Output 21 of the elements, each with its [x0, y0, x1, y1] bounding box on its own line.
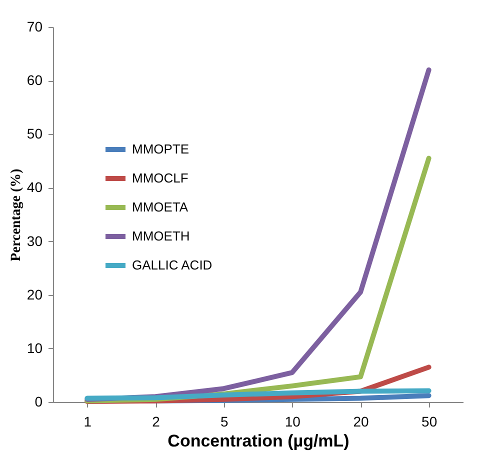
x-tick-label: 20	[353, 414, 369, 430]
y-axis-title: Percentage (%)	[8, 168, 24, 262]
x-tick-label: 1	[84, 414, 92, 430]
legend-label: MMOCLF	[132, 170, 188, 186]
x-tick-label: 10	[284, 414, 301, 430]
y-tick-label: 20	[26, 286, 43, 302]
x-tick-label: 50	[422, 414, 438, 430]
legend-label: MMOETA	[132, 200, 188, 214]
legend-label: MMOPTE	[132, 142, 190, 156]
y-tick-label: 70	[26, 18, 43, 34]
y-tick-label: 0	[34, 394, 43, 410]
x-axis-title: Concentration (µg/mL)	[168, 432, 350, 450]
y-tick-label: 60	[26, 72, 43, 88]
legend-label: GALLIC ACID	[132, 258, 212, 272]
legend-label: MMOETH	[132, 228, 190, 244]
y-tick-label: 10	[26, 340, 43, 356]
y-tick-label: 40	[26, 179, 43, 196]
y-tick-label: 30	[26, 232, 43, 249]
x-tick-label: 2	[152, 414, 160, 430]
y-tick-label: 50	[26, 126, 43, 142]
x-tick-label: 5	[220, 414, 228, 430]
